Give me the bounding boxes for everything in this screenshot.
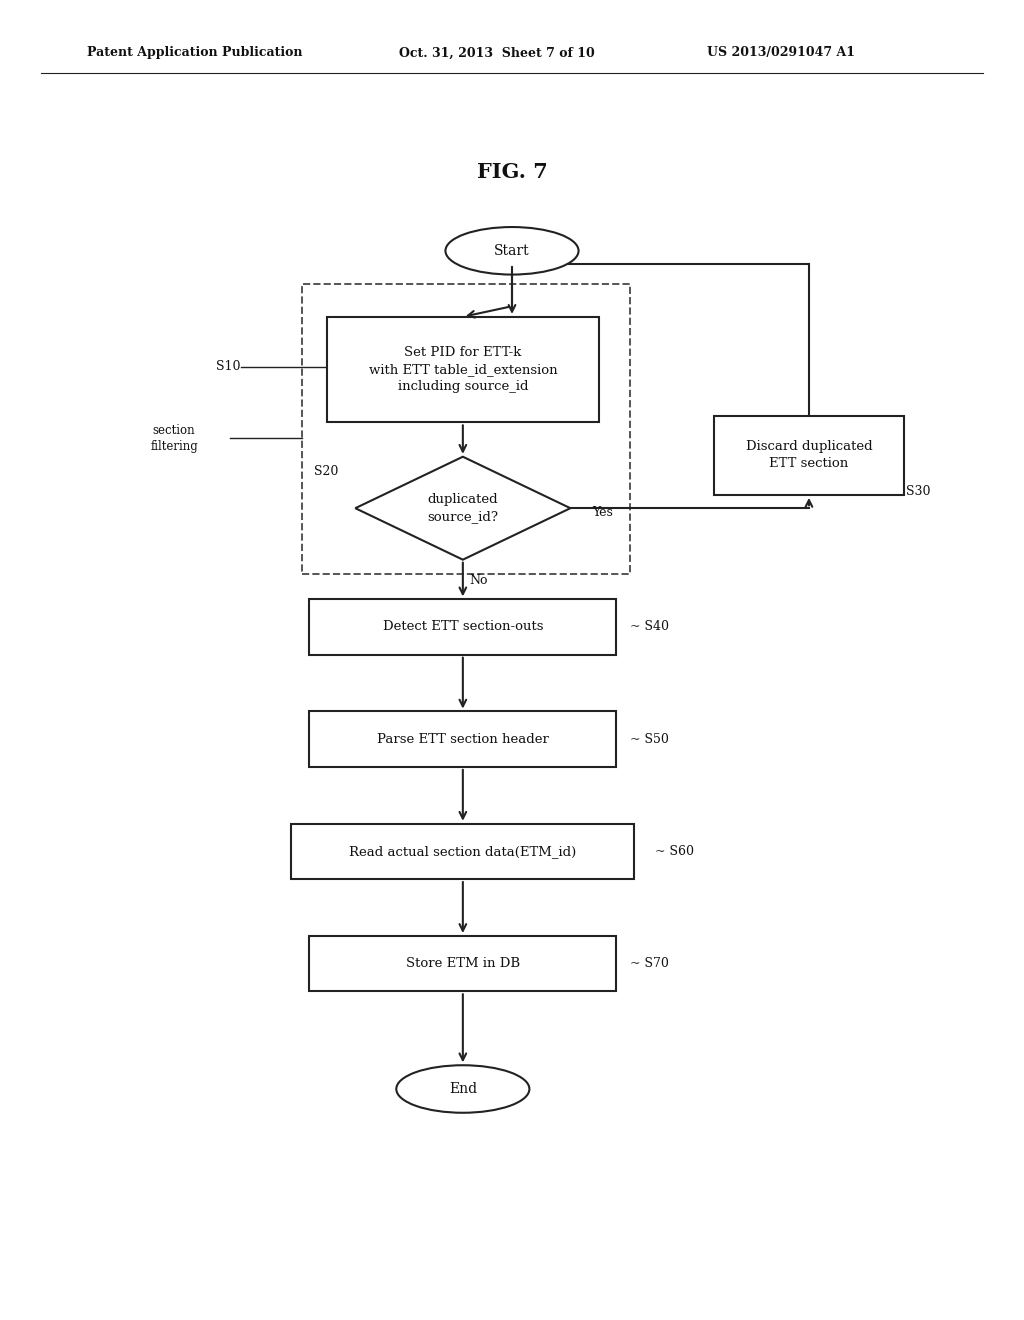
FancyBboxPatch shape [309,936,616,991]
Text: No: No [469,574,487,587]
Text: S30: S30 [906,484,931,498]
FancyBboxPatch shape [291,824,634,879]
Text: S20: S20 [313,465,338,478]
Text: duplicated
source_id?: duplicated source_id? [427,494,499,523]
Text: Parse ETT section header: Parse ETT section header [377,733,549,746]
Text: Set PID for ETT-k
with ETT table_id_extension
including source_id: Set PID for ETT-k with ETT table_id_exte… [369,346,557,393]
Text: US 2013/0291047 A1: US 2013/0291047 A1 [707,46,855,59]
FancyBboxPatch shape [328,317,598,422]
Text: ~ S70: ~ S70 [630,957,669,970]
Text: End: End [449,1082,477,1096]
Bar [302,284,630,574]
Text: FIG. 7: FIG. 7 [476,161,548,182]
FancyBboxPatch shape [309,599,616,655]
Text: Store ETM in DB: Store ETM in DB [406,957,520,970]
Text: S10: S10 [216,360,241,374]
Ellipse shape [445,227,579,275]
FancyBboxPatch shape [715,416,904,495]
Text: ~ S40: ~ S40 [630,620,669,634]
Text: Start: Start [495,244,529,257]
Ellipse shape [396,1065,529,1113]
Text: ~ S50: ~ S50 [630,733,669,746]
Text: Yes: Yes [592,506,612,519]
Polygon shape [355,457,570,560]
Text: Patent Application Publication: Patent Application Publication [87,46,302,59]
Text: ~ S60: ~ S60 [655,845,694,858]
Text: Discard duplicated
ETT section: Discard duplicated ETT section [745,441,872,470]
FancyBboxPatch shape [309,711,616,767]
Text: Read actual section data(ETM_id): Read actual section data(ETM_id) [349,845,577,858]
Text: section
filtering: section filtering [151,424,198,453]
Text: Detect ETT section-outs: Detect ETT section-outs [383,620,543,634]
Text: Oct. 31, 2013  Sheet 7 of 10: Oct. 31, 2013 Sheet 7 of 10 [399,46,595,59]
